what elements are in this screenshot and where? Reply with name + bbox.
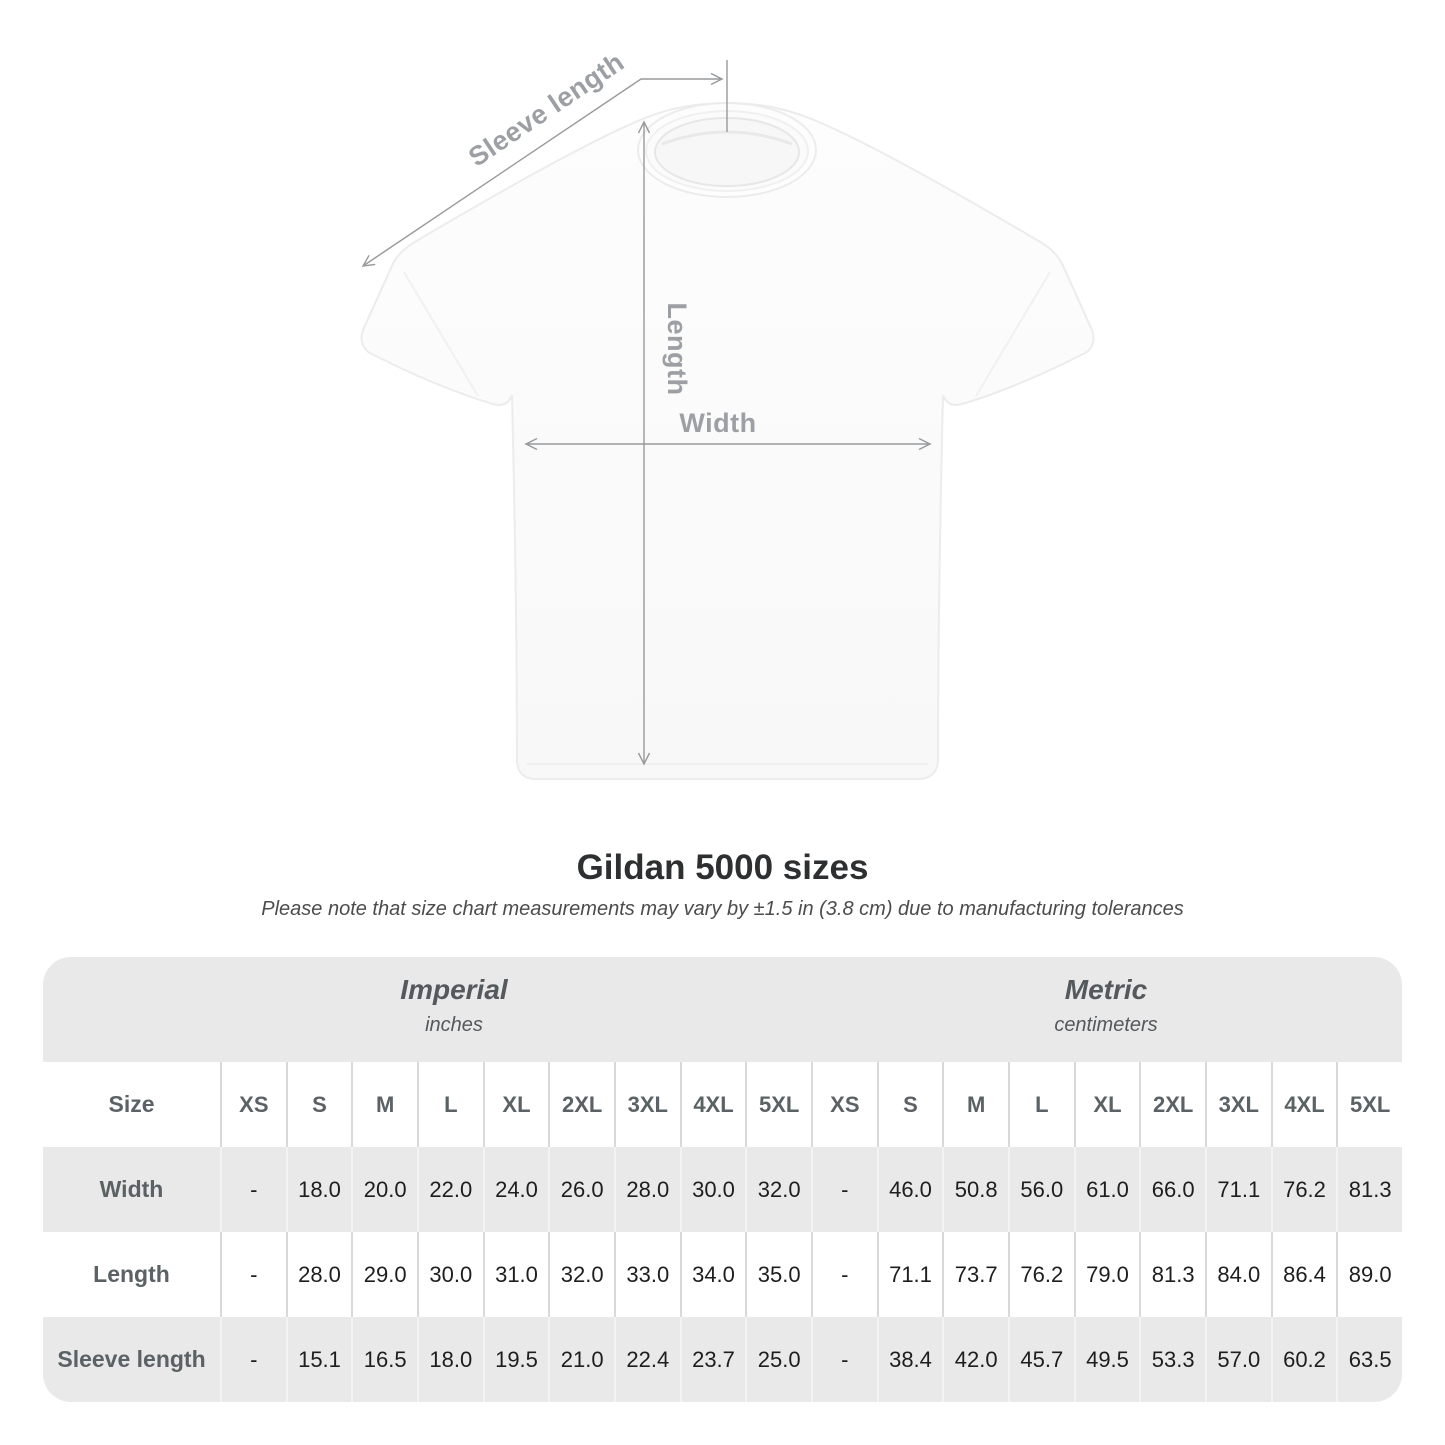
width-label: Width (679, 408, 756, 438)
size-value-cell: 89.0 (1336, 1232, 1402, 1317)
size-col-header: 2XL (548, 1062, 614, 1147)
row-label: Width (99, 1176, 164, 1202)
size-value-cell: 86.4 (1270, 1232, 1337, 1317)
size-col-header: S (876, 1062, 943, 1147)
size-value-cell: 18.0 (416, 1317, 483, 1402)
size-col-header: 3XL (613, 1062, 680, 1147)
size-col-header: 2XL (1139, 1062, 1205, 1147)
page-title: Gildan 5000 sizes (576, 848, 869, 887)
size-value-cell: 15.1 (285, 1317, 352, 1402)
row-label: Length (93, 1261, 170, 1287)
imperial-unit: inches (425, 1014, 483, 1036)
right-cuff-seam (975, 271, 1051, 397)
size-value-cell: 38.4 (876, 1317, 943, 1402)
size-value-cell: 21.0 (548, 1317, 614, 1402)
size-value-cell: 20.0 (351, 1147, 417, 1232)
size-value-cell: 31.0 (482, 1232, 549, 1317)
size-value-cell: 25.0 (745, 1317, 811, 1402)
imperial-heading: Imperial (400, 974, 508, 1005)
size-col-header: M (942, 1062, 1008, 1147)
size-col-header: XS (810, 1062, 877, 1147)
size-value-cell: 45.7 (1007, 1317, 1074, 1402)
size-col-header: M (351, 1062, 417, 1147)
page-subtitle: Please note that size chart measurements… (261, 898, 1184, 920)
sleeve-length-arrow (361, 72, 724, 267)
metric-unit: centimeters (1054, 1014, 1158, 1036)
unit-group-imperial: Imperial inches (154, 957, 754, 1062)
size-value-cell: - (810, 1317, 877, 1402)
size-col-header: 5XL (1336, 1062, 1402, 1147)
size-value-cell: 56.0 (1007, 1147, 1074, 1232)
size-value-cell: 79.0 (1073, 1232, 1140, 1317)
row-label: Sleeve length (57, 1346, 206, 1372)
size-value-cell: 71.1 (1204, 1147, 1271, 1232)
size-col-header: 3XL (1204, 1062, 1271, 1147)
size-value-cell: - (810, 1232, 877, 1317)
size-value-cell: 63.5 (1336, 1317, 1402, 1402)
tshirt-diagram: Sleeve length Length Width (360, 47, 1095, 780)
size-value-cell: 61.0 (1073, 1147, 1140, 1232)
size-value-cell: 42.0 (942, 1317, 1008, 1402)
size-value-cell: 81.3 (1336, 1147, 1402, 1232)
size-value-cell: 81.3 (1139, 1232, 1205, 1317)
table-row-sleeve-length: Sleeve length - 15.1 16.5 18.0 19.5 21.0… (43, 1317, 1402, 1402)
size-value-cell: 71.1 (876, 1232, 943, 1317)
size-value-cell: 76.2 (1007, 1232, 1074, 1317)
size-value-cell: 18.0 (285, 1147, 352, 1232)
size-value-cell: 22.4 (613, 1317, 680, 1402)
size-value-cell: 19.5 (482, 1317, 549, 1402)
size-value-cell: 57.0 (1204, 1317, 1271, 1402)
size-value-cell: 50.8 (942, 1147, 1008, 1232)
size-value-cell: 29.0 (351, 1232, 417, 1317)
length-label: Length (662, 303, 692, 396)
tshirt-body (360, 101, 1095, 780)
unit-group-metric: Metric centimeters (806, 957, 1402, 1062)
corner-header-size: Size (108, 1091, 155, 1117)
size-value-cell: - (220, 1147, 286, 1232)
size-value-cell: - (810, 1147, 877, 1232)
size-col-header: XL (1073, 1062, 1140, 1147)
unit-band: Imperial inches Metric centimeters (43, 957, 1402, 1062)
size-value-cell: 26.0 (548, 1147, 614, 1232)
size-value-cell: 76.2 (1270, 1147, 1337, 1232)
size-value-cell: 60.2 (1270, 1317, 1337, 1402)
size-value-cell: 30.0 (679, 1147, 746, 1232)
size-value-cell: 24.0 (482, 1147, 549, 1232)
metric-heading: Metric (1064, 974, 1148, 1005)
size-value-cell: 35.0 (745, 1232, 811, 1317)
size-col-header: L (1007, 1062, 1074, 1147)
table-header-row: Size XS S M L XL 2XL 3XL 4XL 5XL XS S M … (43, 1062, 1402, 1147)
size-value-cell: 30.0 (416, 1232, 483, 1317)
size-col-header: 4XL (1270, 1062, 1337, 1147)
size-value-cell: 33.0 (613, 1232, 680, 1317)
size-value-cell: 84.0 (1204, 1232, 1271, 1317)
left-cuff-seam (403, 271, 479, 397)
size-value-cell: 34.0 (679, 1232, 746, 1317)
table-row-length: Length - 28.0 29.0 30.0 31.0 32.0 33.0 3… (43, 1232, 1402, 1317)
size-value-cell: 53.3 (1139, 1317, 1205, 1402)
size-chart-panel: Imperial inches Metric centimeters Size … (43, 957, 1402, 1402)
size-value-cell: 46.0 (876, 1147, 943, 1232)
size-col-header: XS (220, 1062, 286, 1147)
size-value-cell: 73.7 (942, 1232, 1008, 1317)
table-row-width: Width - 18.0 20.0 22.0 24.0 26.0 28.0 30… (43, 1147, 1402, 1232)
size-value-cell: 49.5 (1073, 1317, 1140, 1402)
size-col-header: 4XL (679, 1062, 746, 1147)
size-value-cell: 32.0 (548, 1232, 614, 1317)
size-col-header: 5XL (745, 1062, 811, 1147)
size-value-cell: 32.0 (745, 1147, 811, 1232)
size-value-cell: 66.0 (1139, 1147, 1205, 1232)
size-value-cell: 22.0 (416, 1147, 483, 1232)
size-value-cell: 28.0 (285, 1232, 352, 1317)
size-value-cell: - (220, 1232, 286, 1317)
size-value-cell: 28.0 (613, 1147, 680, 1232)
size-value-cell: 23.7 (679, 1317, 746, 1402)
size-value-cell: 16.5 (351, 1317, 417, 1402)
size-value-cell: - (220, 1317, 286, 1402)
size-col-header: L (416, 1062, 483, 1147)
size-col-header: S (285, 1062, 352, 1147)
size-col-header: XL (482, 1062, 549, 1147)
